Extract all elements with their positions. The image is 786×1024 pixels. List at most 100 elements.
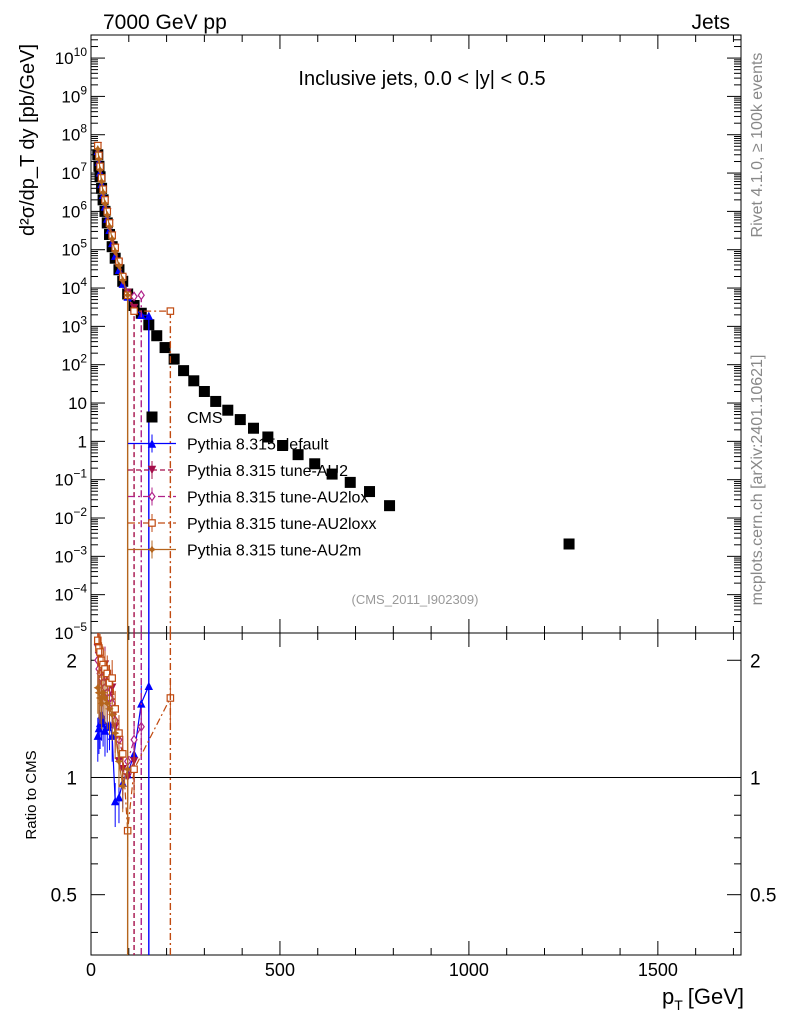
data-point: [198, 385, 210, 397]
data-point: [144, 311, 154, 320]
y-tick-label-base: 10: [61, 317, 80, 336]
ratio-data-point: [95, 693, 105, 703]
ratio-data-point: [100, 693, 110, 703]
legend-marker: [147, 545, 157, 554]
y-axis-label: d²σ/dp_T dy [pb/GeV]: [17, 44, 39, 236]
y-tick-label-base: 10: [61, 356, 80, 375]
y-tick-label: 109: [61, 83, 87, 106]
y-tick-label-exponent: −1: [73, 467, 87, 481]
ratio-data-point: [107, 710, 117, 719]
y-tick-label-base: 10: [61, 126, 80, 145]
y-tick-label-base: 10: [54, 586, 73, 605]
y-tick-label: 10−2: [54, 505, 87, 528]
data-point: [98, 188, 108, 197]
data-point: [309, 458, 321, 470]
ratio-series-5: [93, 633, 132, 955]
ratio-tick-label: 1: [66, 768, 77, 789]
series-3: [94, 142, 145, 633]
y-tick-label-base: 10: [54, 509, 73, 528]
legend-entry: Pythia 8.315 tune-AU2: [128, 461, 348, 480]
y-tick-label-base: 10: [68, 394, 87, 413]
data-point: [97, 177, 106, 186]
x-axis: 0 500 1000 1500: [86, 35, 734, 980]
legend-entry: CMS: [146, 410, 223, 427]
main-data-layer: [92, 141, 575, 633]
y-tick-label-base: 10: [61, 241, 80, 260]
data-point: [188, 375, 200, 387]
ratio-data-point: [98, 688, 108, 697]
header-left-label: 7000 GeV pp: [103, 11, 227, 34]
y-tick-label: 10−4: [54, 582, 87, 605]
legend-label: Pythia 8.315 tune-AU2m: [187, 543, 361, 560]
ratio-y-axis: 2 2 1 1 0.5 0.5: [51, 651, 776, 933]
mcplots-label: mcplots.cern.ch [arXiv:2401.10621]: [749, 355, 766, 606]
plot-title: Inclusive jets, 0.0 < |y| < 0.5: [298, 68, 545, 90]
ratio-y-axis-label: Ratio to CMS: [23, 750, 40, 839]
y-tick-label: 108: [61, 122, 87, 145]
legend-marker: [147, 465, 157, 475]
legend-entry: Pythia 8.315 default: [128, 434, 329, 454]
x-tick-label: 1000: [449, 960, 489, 980]
ratio-data-point: [93, 683, 103, 692]
data-point: [210, 395, 222, 407]
data-point: [100, 199, 110, 208]
y-tick-label: 10−5: [54, 620, 87, 643]
data-point: [344, 476, 356, 488]
ratio-data-point: [118, 750, 127, 758]
y-tick-label-exponent: 4: [80, 275, 87, 289]
ratio-data-point: [93, 731, 103, 740]
x-axis-label-unit: [GeV]: [688, 984, 744, 1009]
y-tick-label: 103: [61, 313, 87, 336]
y-tick-label-exponent: −5: [73, 620, 87, 634]
y-tick-label: 102: [61, 352, 87, 375]
y-tick-label-base: 10: [54, 547, 73, 566]
data-point: [93, 144, 103, 154]
y-tick-label-exponent: 5: [80, 237, 87, 251]
data-point: [222, 404, 234, 416]
y-tick-label-exponent: 8: [80, 122, 87, 136]
legend-label: CMS: [187, 410, 223, 427]
ratio-tick-label: 0.5: [51, 886, 77, 907]
y-tick-label-exponent: 3: [80, 313, 87, 327]
y-axis-label-text: d²σ/dp_T dy [pb/GeV]: [17, 44, 39, 236]
y-tick-label-exponent: −2: [73, 505, 87, 519]
legend-label: Pythia 8.315 default: [187, 437, 329, 454]
x-axis-label: pT [GeV]: [662, 984, 744, 1013]
ratio-data-point: [103, 669, 112, 678]
data-point: [168, 353, 180, 365]
data-point: [326, 468, 338, 480]
legend-marker: [147, 439, 157, 448]
y-tick-label-exponent: −4: [73, 582, 87, 596]
data-point: [277, 439, 289, 451]
data-point: [364, 486, 376, 498]
ratio-data-point: [108, 674, 116, 682]
data-point: [159, 342, 171, 354]
legend: CMS Pythia 8.315 default Pythia 8.315 tune…: [128, 410, 376, 560]
main-y-axis: 101010910810710610510410310210110−110−21…: [54, 34, 741, 643]
data-point: [95, 165, 105, 175]
data-point: [292, 449, 304, 461]
y-tick-label-base: 10: [54, 471, 73, 490]
data-point: [118, 276, 127, 285]
legend-label: Pythia 8.315 tune-AU2: [187, 463, 348, 480]
y-tick-label-base: 10: [54, 624, 73, 643]
data-point: [110, 247, 120, 256]
ratio-data-point: [94, 636, 102, 645]
y-tick-label: 107: [61, 160, 87, 183]
ratio-data-point: [114, 757, 124, 766]
legend-entry: Pythia 8.315 tune-AU2lox: [128, 487, 368, 507]
ratio-data-point: [94, 723, 104, 733]
y-tick-label-exponent: 10: [74, 45, 88, 59]
data-point: [114, 261, 124, 271]
data-point: [166, 307, 175, 315]
data-point: [137, 289, 145, 301]
data-point: [94, 154, 104, 164]
ratio-data-point: [103, 699, 112, 708]
legend-entry: Pythia 8.315 tune-AU2loxx: [128, 514, 376, 533]
data-point: [234, 414, 246, 426]
legend-marker: [148, 491, 156, 502]
data-point: [107, 234, 117, 244]
legend-marker: [146, 411, 158, 423]
y-tick-label-exponent: −3: [73, 543, 87, 557]
